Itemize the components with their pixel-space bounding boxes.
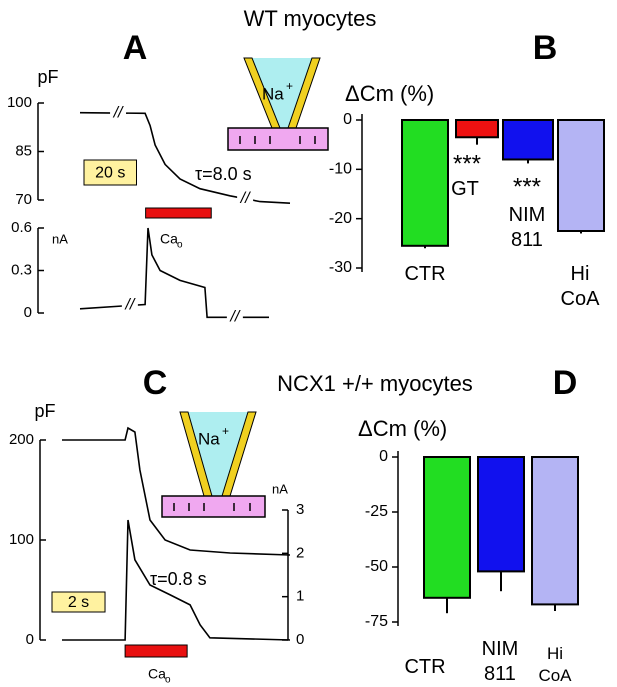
category-label: Hi CoA (561, 263, 601, 310)
break-bg (226, 309, 243, 326)
y-tick-label: 100 (9, 531, 34, 548)
bar (423, 456, 471, 599)
significance-mark: *** (453, 150, 481, 177)
break-mark: // (124, 297, 135, 314)
panel-letter: B (533, 29, 558, 67)
stimulus-bar (124, 644, 188, 658)
y2-tick-label: 0 (296, 631, 304, 648)
y-tick-label: -25 (365, 503, 388, 520)
trace-line (62, 426, 291, 556)
category-label: CTR (404, 656, 445, 678)
y-tick-label: 70 (15, 191, 32, 208)
bar (531, 456, 579, 606)
category-label: Hi CoA (538, 644, 572, 685)
y2-tick-label: 0.3 (11, 261, 32, 278)
trace-line (79, 111, 291, 204)
stimulus-bar (145, 207, 212, 219)
category-label: CTR (404, 263, 445, 285)
break-mark: // (229, 308, 240, 325)
scale-bar (51, 591, 106, 613)
stimulus-label: Ca (148, 666, 166, 682)
y-tick-label: 100 (7, 94, 32, 111)
scale-bar-label: 2 s (68, 594, 89, 611)
panel-title: NCX1 +/+ myocytes (277, 371, 473, 396)
stimulus-subscript: o (177, 240, 183, 251)
y2-axis-label: nA (272, 481, 288, 496)
y2-tick-label: 0 (24, 304, 32, 321)
y-tick-label: -10 (329, 161, 352, 178)
y-tick-label: 200 (9, 431, 34, 448)
panel-letter: D (553, 364, 578, 402)
break-bg (110, 105, 127, 122)
y-tick-label: 0 (343, 111, 352, 128)
pipette-schematic-a (227, 57, 329, 151)
scale-bar (83, 159, 137, 186)
break-mark: // (113, 104, 124, 121)
panel-letter: C (143, 364, 168, 402)
category-label: GT (451, 178, 479, 200)
y-tick-label: -75 (365, 613, 388, 630)
panel-title: WT myocytes (244, 6, 377, 31)
panel-letter: A (123, 29, 148, 67)
pipette-superscript: + (286, 79, 293, 93)
bar (557, 119, 605, 232)
y-axis-label: ΔCm (%) (345, 81, 434, 106)
break-bg (237, 190, 254, 207)
bar (502, 119, 554, 161)
stimulus-label: Ca (160, 231, 178, 247)
bar (477, 456, 525, 573)
trace-line (62, 519, 291, 641)
y-tick-label: 0 (26, 631, 34, 648)
scale-bar-label: 20 s (95, 165, 125, 182)
stimulus-subscript: o (165, 675, 171, 686)
y-tick-label: 85 (15, 142, 32, 159)
y-tick-label: -50 (365, 558, 388, 575)
bar (401, 119, 449, 247)
y-axis-label: ΔCm (%) (358, 416, 447, 441)
y2-tick-label: 1 (296, 588, 304, 605)
y-axis-label: pF (37, 67, 58, 87)
y2-tick-label: 2 (296, 544, 304, 561)
pipette-schematic-c (161, 411, 266, 518)
trace-line (79, 227, 269, 319)
significance-mark: *** (513, 173, 541, 200)
break-bg (121, 297, 138, 314)
tau-annotation: τ=0.8 s (150, 569, 207, 589)
y2-tick-label: 3 (296, 501, 304, 518)
pipette-label: Na (198, 429, 220, 448)
tau-annotation: τ=8.0 s (195, 164, 252, 184)
y-tick-label: -20 (329, 210, 352, 227)
y-axis-label: pF (34, 401, 55, 421)
category-label: NIM 811 (482, 638, 519, 685)
break-mark: // (240, 190, 251, 207)
pipette-superscript: + (222, 424, 229, 438)
pipette-label: Na (262, 84, 284, 103)
y-tick-label: -30 (329, 259, 352, 276)
y2-axis-label: nA (52, 231, 68, 246)
bar (455, 119, 499, 139)
y-tick-label: 0 (379, 448, 388, 465)
y2-tick-label: 0.6 (11, 219, 32, 236)
category-label: NIM 811 (509, 204, 546, 251)
